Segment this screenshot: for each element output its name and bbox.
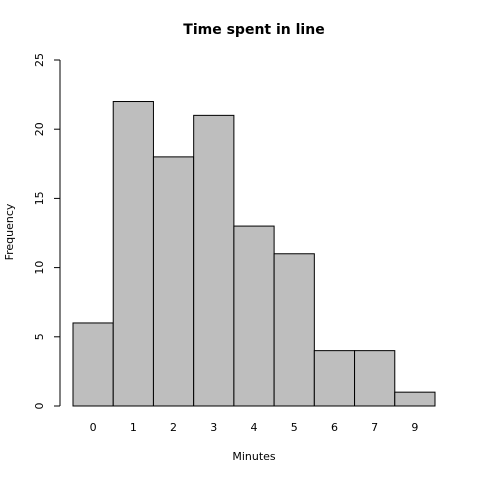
bar (354, 350, 396, 407)
x-axis-label: Minutes (232, 450, 276, 463)
y-tick-label: 15 (33, 191, 46, 205)
bar (193, 114, 235, 407)
x-tick-label: 7 (371, 421, 378, 434)
y-axis-label: Frequency (3, 203, 16, 260)
bar (152, 156, 195, 407)
bar (313, 350, 356, 407)
x-tick-label: 6 (331, 421, 338, 434)
y-tick-label: 25 (33, 53, 46, 67)
x-tick-label: 3 (210, 421, 217, 434)
x-tick-label: 1 (130, 421, 137, 434)
x-tick-label: 4 (251, 421, 258, 434)
chart-title: Time spent in line (183, 22, 324, 38)
y-tick-label: 10 (33, 261, 46, 275)
y-tick-label: 20 (33, 122, 46, 136)
y-tick-label: 0 (33, 403, 46, 410)
bar (72, 322, 114, 407)
bar (394, 391, 436, 407)
x-tick-label: 9 (411, 421, 418, 434)
x-tick-label: 5 (291, 421, 298, 434)
x-tick-label: 0 (90, 421, 97, 434)
x-tick-label: 2 (170, 421, 177, 434)
bar (233, 225, 275, 407)
bar (273, 253, 315, 407)
bar (112, 101, 154, 407)
y-tick-label: 5 (33, 333, 46, 340)
